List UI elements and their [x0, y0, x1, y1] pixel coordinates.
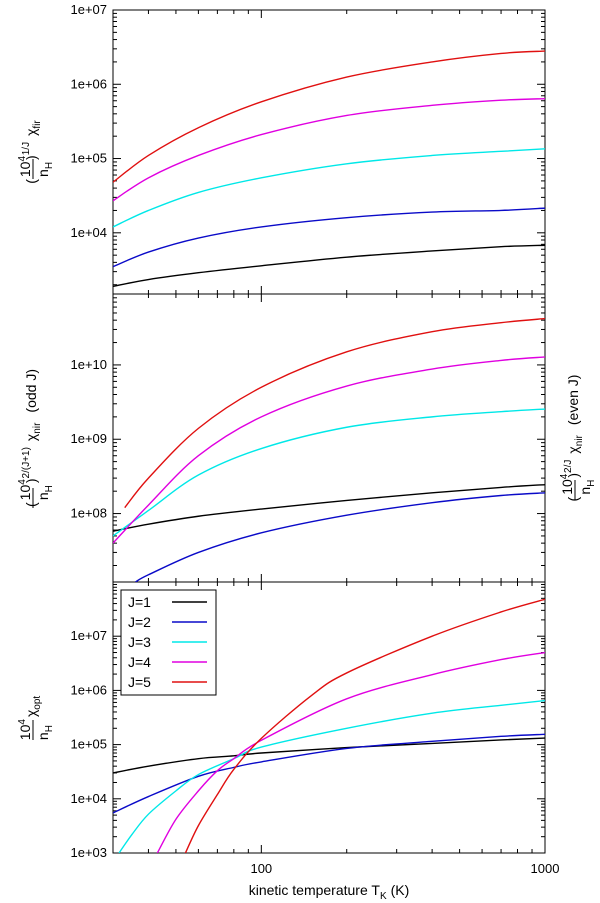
bot-ylabel-chi-sub: opt: [32, 696, 43, 710]
mid-ylabel-chi-sub: nir: [32, 422, 43, 434]
middle-ytick-label: 1e+08: [70, 506, 107, 521]
bottom-ytick-label: 1e+05: [70, 737, 107, 752]
bottom-series-J4: [156, 651, 545, 853]
top-ylabel-open: (: [23, 179, 39, 184]
top-ytick-label: 1e+07: [70, 2, 107, 17]
top-ylabel-den: n: [35, 169, 51, 177]
top-ylabel-num: 10: [17, 161, 33, 177]
top-series-J2: [113, 207, 545, 268]
legend-label-J5: J=5: [128, 674, 151, 690]
bottom-ytick-label: 1e+04: [70, 791, 107, 806]
top-ylabel-close: ): [23, 155, 39, 160]
bot-ylabel-num: 10: [17, 724, 33, 740]
svg-text:104nHχopt: 104 nHχopt: [17, 696, 55, 741]
legend-label-J4: J=4: [128, 654, 151, 670]
bottom-series-J1: [113, 737, 545, 774]
bot-ylabel-den-sub: H: [44, 725, 55, 732]
top-ytick-label: 1e+06: [70, 76, 107, 91]
mid-ylabel-r-power: 2/J: [563, 460, 574, 473]
mid-ylabel-r-den: n: [577, 487, 593, 495]
top-ylabel: (104 nH)1/J χfir: [17, 120, 55, 184]
middle-series-J1: [113, 483, 545, 532]
top-ylabel-chi-sub: fir: [32, 120, 43, 129]
mid-ylabel-num-sup: 4: [17, 479, 28, 485]
bottom-ytick-label: 1e+03: [70, 845, 107, 860]
mid-ylabel-open: (: [23, 502, 39, 507]
bottom-series-J3: [118, 699, 545, 853]
middle-series-J4: [113, 356, 545, 544]
legend: J=1 J=2 J=3 J=4 J=5: [120, 589, 217, 696]
mid-ylabel-r-note: (even J): [565, 375, 581, 426]
bottom-ytick-label: 1e+06: [70, 682, 107, 697]
x-axis-label-unit: (K): [391, 882, 410, 898]
svg-text:(104nH)2/(J+1)χnir(odd J): (104 nH)2/(J+1) χnir (odd J): [17, 369, 55, 507]
top-ytick-label: 1e+05: [70, 151, 107, 166]
mid-ylabel-den: n: [35, 492, 51, 500]
bot-ylabel-den: n: [35, 732, 51, 740]
mid-ylabel-r-chi: χ: [565, 446, 581, 454]
middle-panel-frame: [112, 293, 546, 583]
top-series-J3: [113, 148, 545, 228]
middle-ylabel-right: (104 nH)2/J χnir (even J): [559, 375, 597, 502]
legend-label-J1: J=1: [128, 594, 151, 610]
top-ytick-label: 1e+04: [70, 225, 107, 240]
x-axis-label: kinetic temperature TK (K): [249, 882, 410, 902]
mid-ylabel-r-open: (: [565, 496, 581, 501]
top-ylabel-chi: χ: [23, 128, 39, 136]
top-series-J5: [113, 50, 545, 183]
ticks-layer: 1e+04 1e+05 1e+06 1e+07 1e+08 1e+09 1e+10 1e+03…: [70, 2, 559, 876]
bottom-panel-frame: [112, 581, 546, 854]
mid-ylabel-chi: χ: [23, 433, 39, 441]
mid-ylabel-note: (odd J): [23, 369, 39, 413]
bottom-ylabel: 104 nHχopt: [17, 696, 55, 741]
bottom-series-J5: [184, 598, 545, 853]
bottom-series-J2: [113, 733, 545, 814]
mid-ylabel-close: ): [23, 478, 39, 483]
mid-ylabel-power: 2/(J+1): [21, 447, 32, 478]
x-axis-label-main: kinetic temperature T: [249, 882, 381, 898]
middle-series-J5: [124, 317, 545, 509]
top-ylabel-power: 1/J: [21, 142, 32, 155]
x-tick-label: 100: [250, 861, 272, 876]
mid-ylabel-den-sub: H: [44, 485, 55, 492]
series-layer: [113, 50, 545, 853]
top-series-J4: [113, 97, 545, 202]
top-ylabel-den-sub: H: [44, 162, 55, 169]
middle-series-J3: [113, 408, 545, 537]
svg-text:(104nH)2/Jχnir(even J): (104 nH)2/J χnir (even J): [559, 375, 597, 502]
mid-ylabel-r-close: ): [565, 473, 581, 478]
top-ylabel-num-sup: 4: [17, 156, 28, 162]
mid-ylabel-r-num-sup: 4: [559, 473, 570, 479]
mid-ylabel-r-num: 10: [559, 479, 575, 495]
legend-label-J2: J=2: [128, 614, 151, 630]
bottom-ytick-label: 1e+07: [70, 628, 107, 643]
middle-series-J2: [135, 492, 545, 582]
mid-ylabel-r-chi-sub: nir: [574, 434, 585, 446]
svg-text:(104nH)1/Jχfir: (104 nH)1/J χfir: [17, 120, 55, 184]
x-tick-label: 1000: [531, 861, 560, 876]
bot-ylabel-chi: χ: [23, 709, 39, 717]
middle-ytick-label: 1e+10: [70, 357, 107, 372]
mid-ylabel-num: 10: [17, 485, 33, 501]
middle-ytick-label: 1e+09: [70, 431, 107, 446]
top-series-J1: [113, 244, 545, 288]
legend-label-J3: J=3: [128, 634, 151, 650]
bot-ylabel-num-sup: 4: [17, 719, 28, 725]
x-axis-label-sub: K: [380, 891, 387, 902]
middle-ylabel-left: (104 nH)2/(J+1) χnir (odd J): [17, 369, 55, 508]
mid-ylabel-r-den-sub: H: [586, 480, 597, 487]
